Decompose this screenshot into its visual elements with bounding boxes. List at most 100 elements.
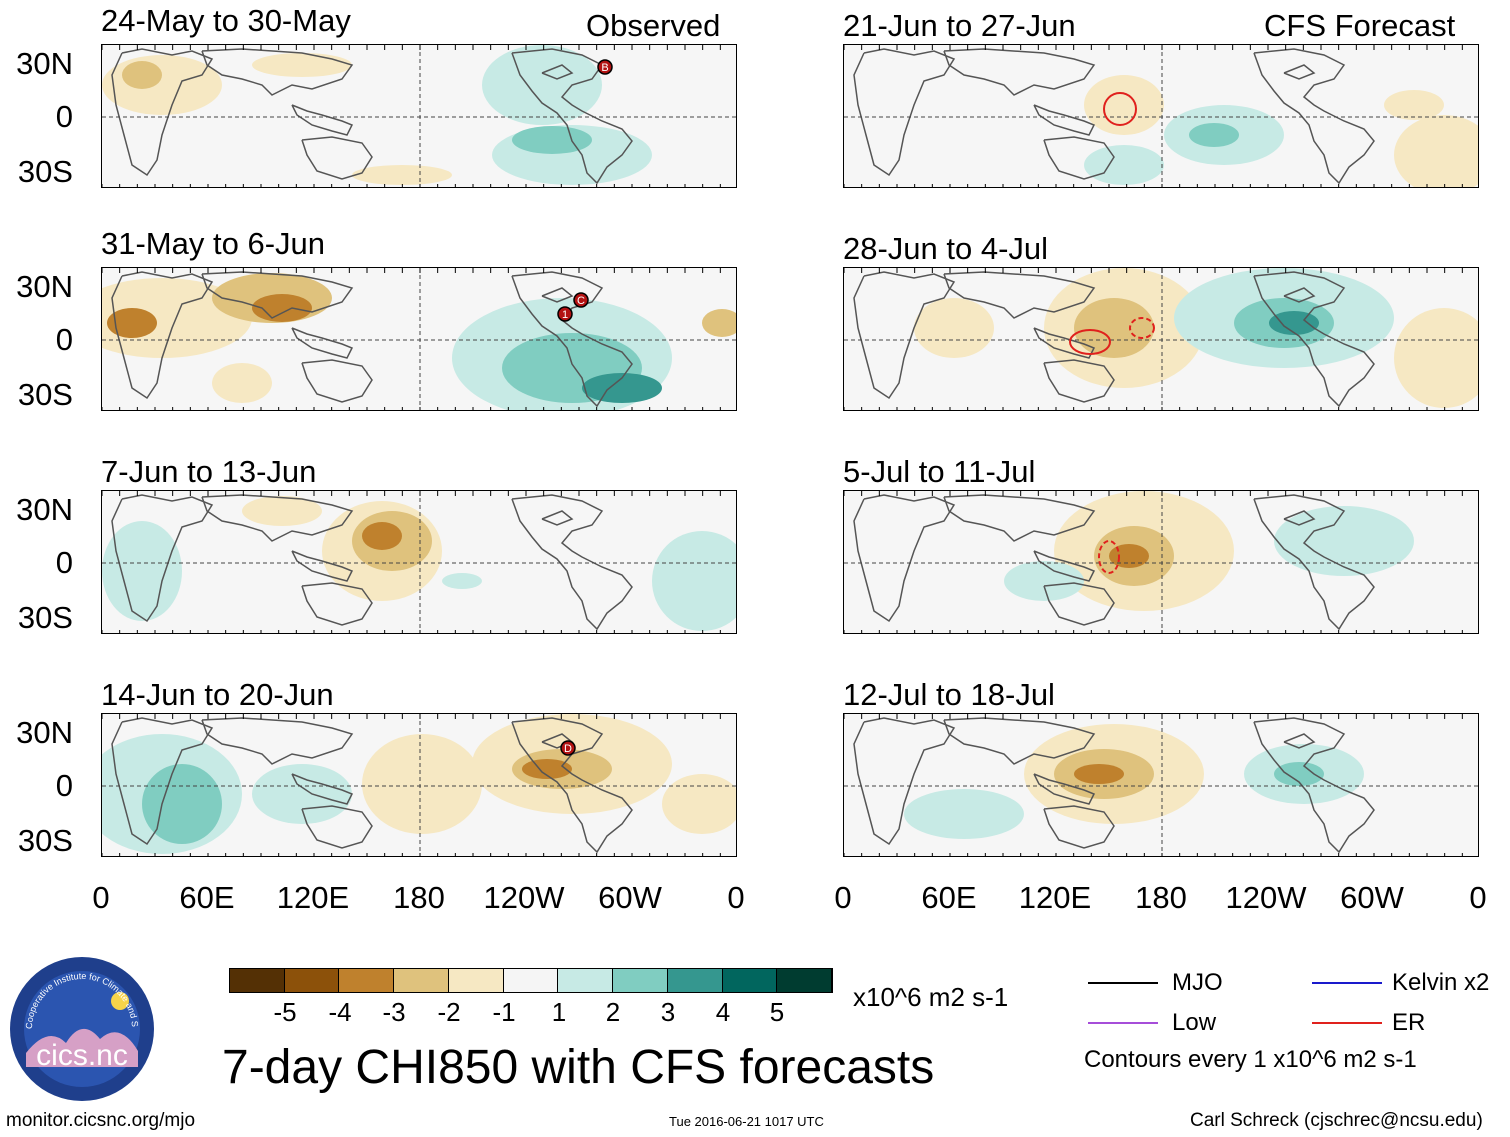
anomaly-region [702,309,736,337]
colorbar-tick: -2 [437,997,461,1027]
colorbar-tick: -4 [328,997,352,1027]
anomaly-region [1269,311,1319,335]
map-graphic [844,714,1478,856]
coastline [301,136,373,180]
legend-line-er [1312,1022,1382,1024]
anomaly-region [102,521,182,621]
lon-label: 120W [1225,880,1307,915]
colorbar-swatch [558,969,614,992]
contours-note: Contours every 1 x10^6 m2 s-1 [1084,1046,1417,1073]
lat-label-30n: 30N [16,492,73,527]
coastline [201,271,354,319]
coastline [853,271,956,400]
legend-label-er: ER [1392,1009,1426,1036]
forecast-panel-2-title: 28-Jun to 4-Jul [843,231,1049,266]
lon-label: 180 [393,880,445,915]
anomaly-region [1394,115,1478,187]
anomaly-region [352,165,452,185]
coastline [943,717,1096,765]
er-contour [1098,540,1120,574]
coastline [111,494,214,623]
coastline [1033,550,1096,582]
lon-label: 60E [179,880,235,915]
lat-label-30n: 30N [16,269,73,304]
coastline [511,717,633,854]
coastline [541,510,574,526]
coastline [201,48,354,96]
coastline [111,48,214,177]
colorbar-swatch [613,969,668,992]
anomaly-region [1274,506,1414,576]
storm-marker: C [573,292,589,308]
legend-line-mjo [1088,982,1158,984]
coastline [201,717,354,765]
lat-label-0: 0 [55,99,73,134]
observed-map-panel: B [101,44,737,188]
anomaly-region [1084,145,1164,185]
coastline [1283,733,1316,749]
cics-logo: Cooperative Institute for Climate and Sa… [5,947,156,1103]
forecast-map-panel [843,713,1479,857]
coastline [853,717,956,846]
anomaly-region [1084,75,1164,135]
storm-marker-label: 1 [562,309,568,321]
storm-marker: B [597,59,613,75]
footer-url[interactable]: monitor.cicsnc.org/mjo [6,1110,196,1131]
observed-panel-3-title: 7-Jun to 13-Jun [101,454,317,489]
lon-label: 60E [921,880,977,915]
colorbar [229,968,833,993]
coastline [1033,104,1096,136]
observed-map-panel [101,490,737,634]
colorbar-swatch [448,969,504,992]
lon-label: 60W [598,880,662,915]
anomaly-region [512,126,592,154]
legend-line-kelvin [1312,982,1382,984]
coastline [291,550,354,582]
map-graphic: D [102,714,736,856]
anomaly-region [582,373,662,403]
coastline [853,48,956,177]
coastline [111,717,214,846]
coastline [291,104,354,136]
lat-label-0: 0 [55,768,73,803]
coastline [943,271,1096,319]
coastline [1253,717,1375,854]
forecast-map-panel [843,490,1479,634]
anomaly-region [1274,762,1324,786]
forecast-panel-1-title: 21-Jun to 27-Jun [843,8,1076,43]
map-graphic [844,491,1478,633]
observed-header: Observed [586,8,721,43]
anomaly-region [914,298,994,358]
lat-label-30s: 30S [17,823,73,858]
coastline [1283,510,1316,526]
coastline [943,48,1096,96]
observed-panel-1-title: 24-May to 30-May [101,3,351,38]
coastline [1283,64,1316,80]
forecast-map-panel [843,267,1479,411]
anomaly-region [142,764,222,844]
anomaly-region [482,45,602,125]
lon-label: 180 [1135,880,1187,915]
coastline [1033,773,1096,805]
observed-panel-2-title: 31-May to 6-Jun [101,226,325,261]
coastline [301,582,373,626]
coastline [301,359,373,403]
anomaly-region [442,573,482,589]
colorbar-swatch [339,969,395,992]
coastline [541,64,574,80]
storm-marker-label: C [577,295,585,307]
coastline [943,494,1096,542]
anomaly-region [1004,561,1084,601]
lat-label-30n: 30N [16,46,73,81]
anomaly-region [904,789,1024,839]
coastline [1283,287,1316,303]
coastline [201,494,354,542]
storm-marker: 1 [557,306,573,322]
colorbar-swatch [777,969,833,992]
coastline [291,773,354,805]
anomaly-region [1394,308,1478,408]
lon-label: 0 [834,880,852,915]
forecast-header: CFS Forecast [1264,8,1456,43]
lon-label: 60W [1340,880,1404,915]
lon-label: 120W [483,880,565,915]
